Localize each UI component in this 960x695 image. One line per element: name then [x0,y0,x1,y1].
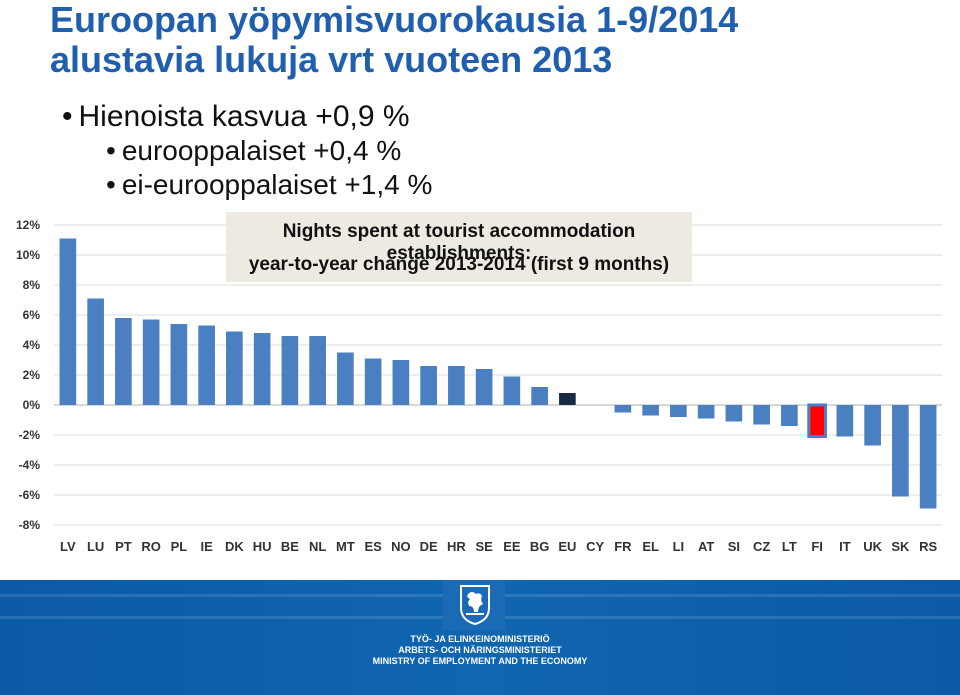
x-tick-label: HR [447,539,466,554]
bar-uk [864,405,881,446]
bullet-dot-icon: • [106,169,116,200]
ministry-name-fi: TYÖ- JA ELINKEINOMINISTERIÖ [410,634,550,644]
x-tick-label: AT [698,539,714,554]
bullet-sub-1: • eurooppalaiset +0,4 % [62,134,432,168]
x-tick-label: UK [863,539,882,554]
bullet-main: • Hienoista kasvua +0,9 % [62,100,432,134]
bar-be [281,336,299,405]
x-tick-label: LU [87,539,104,554]
x-tick-label: ES [364,539,382,554]
bar-li [670,405,687,417]
bar-nl [309,336,326,405]
bar-si [725,405,743,422]
x-tick-label: IE [200,539,213,554]
bar-ee [503,376,521,405]
y-tick-label: -6% [19,488,41,502]
bar-fr [614,405,632,413]
bar-at [697,405,715,419]
x-tick-label: SE [475,539,493,554]
y-tick-label: 10% [16,248,40,262]
bar-it [836,405,854,437]
bar-hr [448,366,465,405]
bullet-dot-icon: • [106,135,116,166]
y-tick-label: 12% [16,218,40,232]
x-tick-label: FI [811,539,823,554]
y-tick-label: 8% [23,278,41,292]
x-tick-label: DE [420,539,438,554]
bar-lt [781,405,798,426]
ministry-lion-logo-icon [460,585,490,626]
x-tick-label: FR [614,539,632,554]
chart-title-line2: year-to-year change 2013-2014 (first 9 m… [248,254,670,275]
bar-eu [559,393,576,405]
x-tick-label: BE [281,539,299,554]
x-tick-label: LT [782,539,797,554]
x-tick-label: NO [391,539,411,554]
x-tick-label: MT [336,539,355,554]
bullet-sub-1-text: eurooppalaiset +0,4 % [121,135,402,166]
bar-es [364,358,382,405]
bar-de [420,366,437,405]
chart-title-line1: Nights spent at tourist accommodation es… [282,221,636,264]
bullet-sub-2-text: ei-eurooppalaiset +1,4 % [121,169,433,200]
x-tick-label: CZ [753,539,770,554]
slide-title: Euroopan yöpymisvuorokausia 1-9/2014 alu… [50,0,950,80]
x-tick-label: CY [586,539,604,554]
bar-lv [59,238,77,405]
x-tick-label: RS [919,539,937,554]
bar-ro [142,319,160,405]
x-tick-label: NL [309,539,326,554]
bar-pt [115,318,132,405]
x-tick-label: PT [115,539,132,554]
bar-rs [919,405,937,509]
bar-no [392,360,410,405]
y-tick-label: -8% [19,518,41,532]
x-tick-label: LV [60,539,76,554]
bullet-list: • Hienoista kasvua +0,9 % • eurooppalaiset… [62,100,432,202]
y-tick-label: 2% [23,368,41,382]
x-tick-label: RO [141,539,161,554]
bar-cz [753,405,770,425]
y-tick-label: 0% [23,398,41,412]
x-tick-label: SK [891,539,910,554]
x-tick-label: EL [642,539,659,554]
y-tick-label: -4% [19,458,41,472]
x-tick-label: DK [225,539,244,554]
bar-mt [337,352,354,405]
bar-el [642,405,659,416]
bar-lu [87,298,104,405]
y-tick-label: 6% [23,308,41,322]
y-tick-label: -2% [19,428,41,442]
bar-chart: 12% 10% 8% 6% 4% 2% 0% -2% -4% -6% -8% LV LU PT RO PL IE… [16,218,942,554]
bullet-main-text: Hienoista kasvua +0,9 % [78,100,410,133]
x-tick-label: HU [253,539,272,554]
x-tick-label: EE [503,539,521,554]
x-tick-label: EU [558,539,576,554]
slide-title-line2: alustavia lukuja vrt vuoteen 2013 [50,39,613,80]
ministry-name-en: MINISTRY OF EMPLOYMENT AND THE ECONOMY [372,656,588,666]
bullet-sub-2: • ei-eurooppalaiset +1,4 % [62,168,432,202]
x-tick-label: IT [839,539,851,554]
bar-pl [170,324,188,405]
bullet-dot-icon: • [62,100,73,133]
bar-fi [807,403,827,438]
x-tick-label: LI [673,539,685,554]
bar-dk [226,331,243,405]
slide-title-line1: Euroopan yöpymisvuorokausia 1-9/2014 [50,0,739,40]
x-tick-label: PL [171,539,188,554]
ministry-name-sv: ARBETS- OCH NÄRINGSMINISTERIET [398,645,562,655]
x-tick-label: SI [728,539,740,554]
footer-banner: TYÖ- JA ELINKEINOMINISTERIÖ ARBETS- OCH … [0,580,960,695]
bar-sk [892,405,909,497]
bar-hu [253,333,271,405]
x-tick-label: BG [530,539,550,554]
bar-ie [198,325,215,405]
chart-title-box: Nights spent at tourist accommodation es… [226,212,692,282]
bar-bg [531,387,548,405]
bar-se [475,369,493,405]
y-tick-label: 4% [23,338,41,352]
